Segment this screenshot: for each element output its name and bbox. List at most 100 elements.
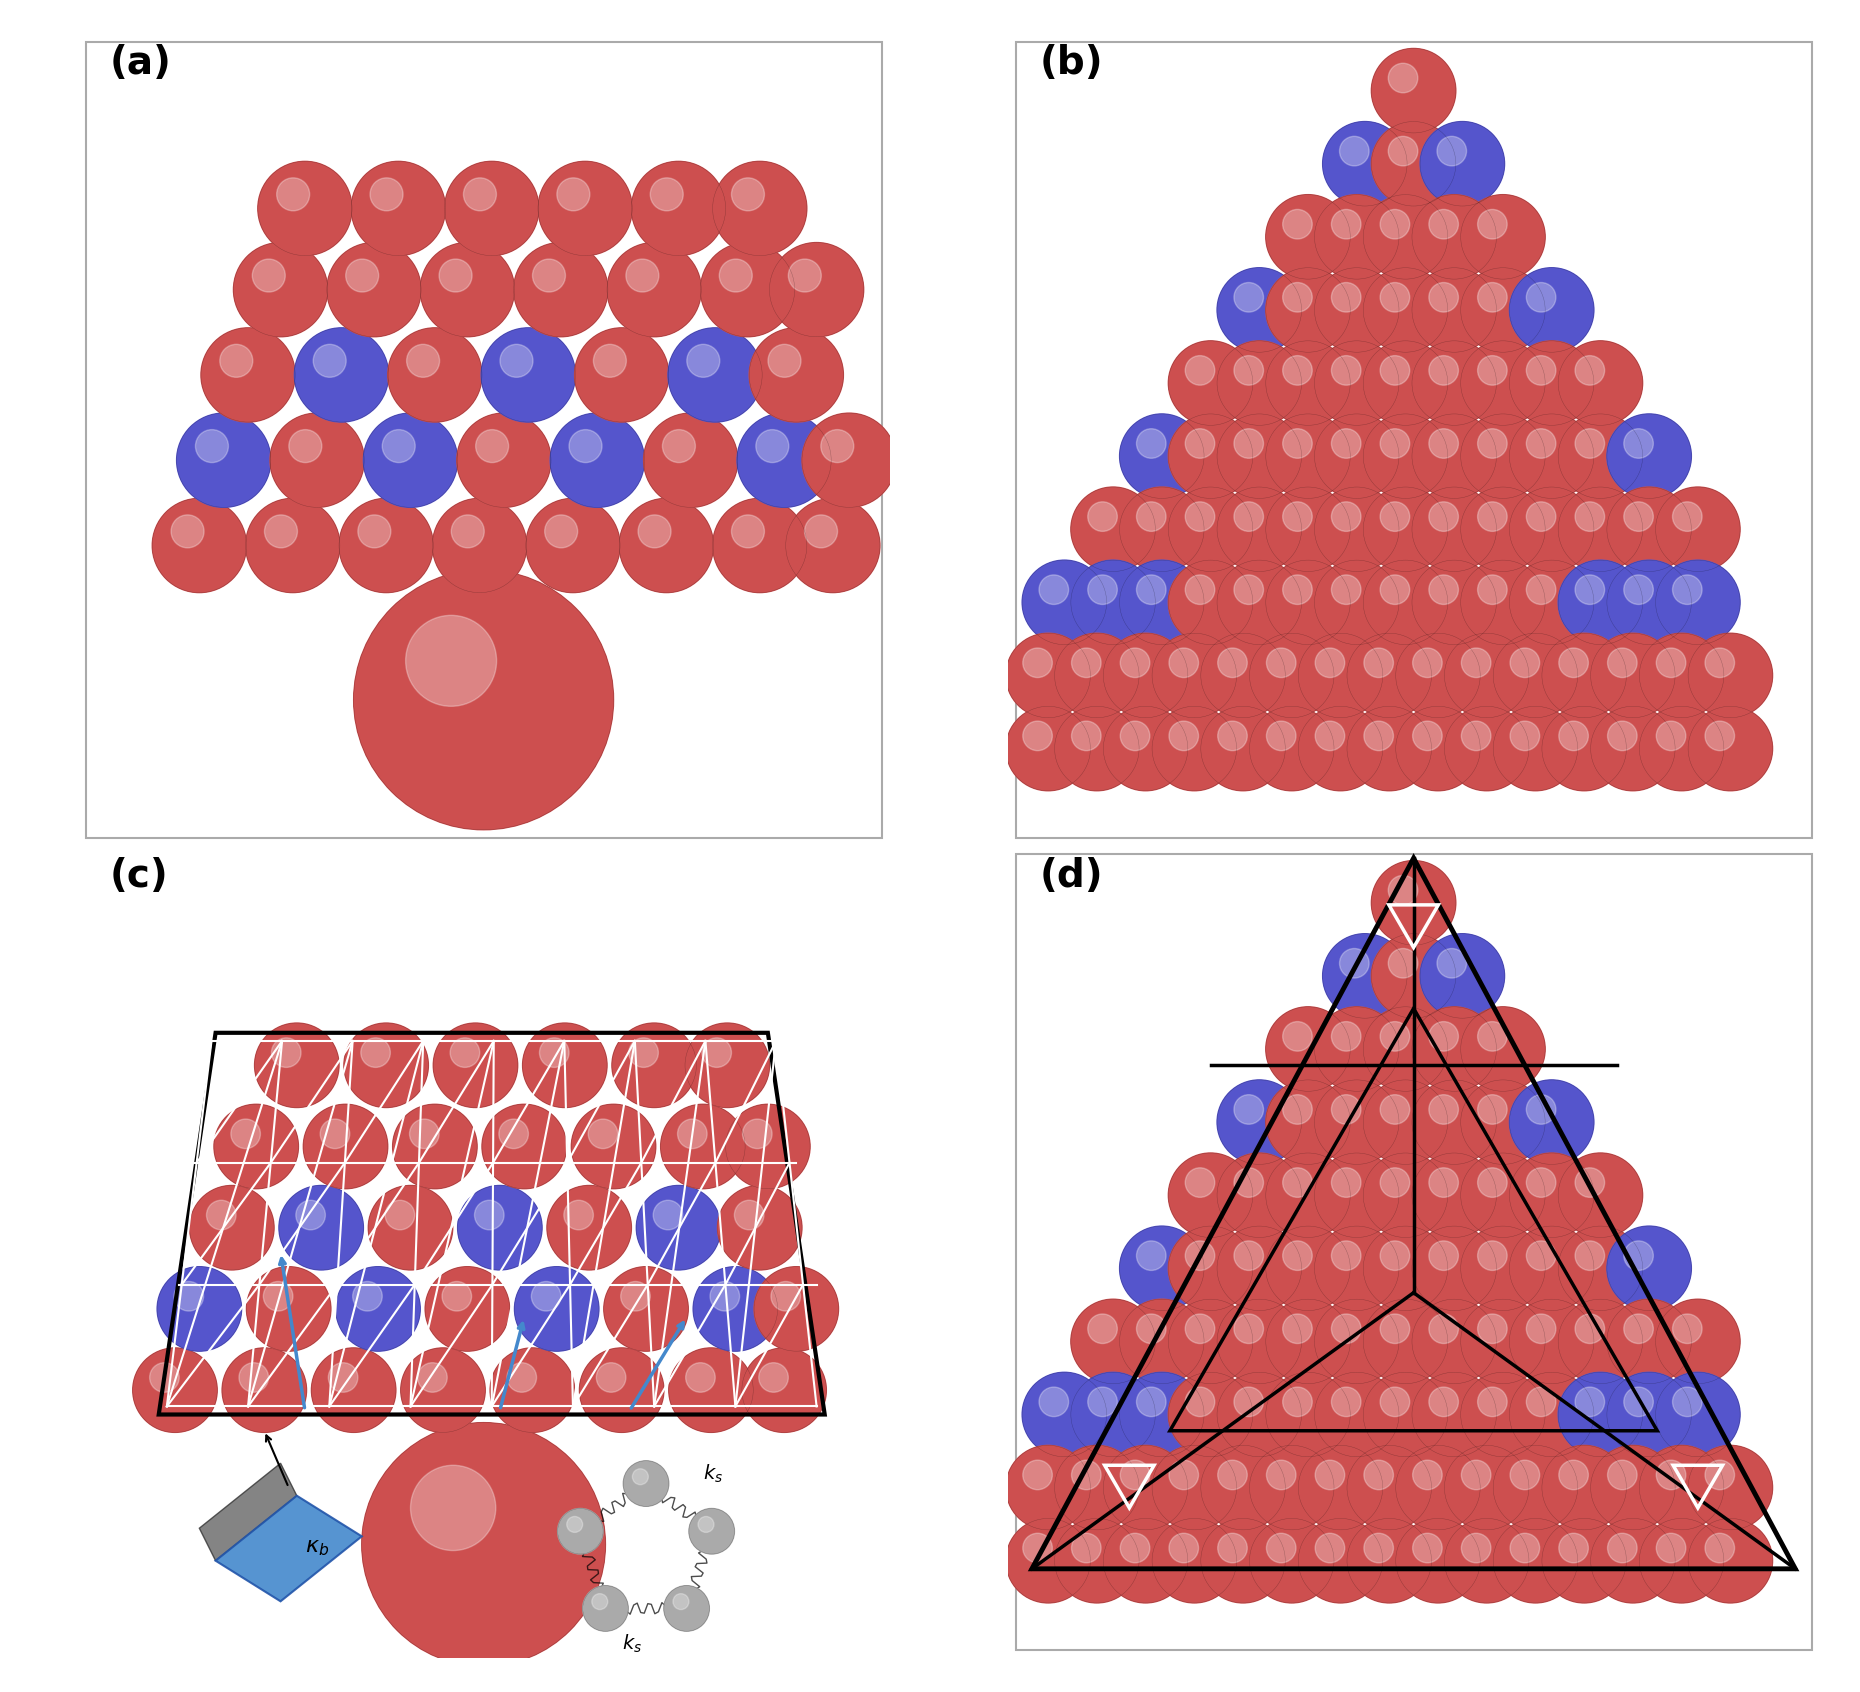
Circle shape <box>1607 1460 1637 1489</box>
Circle shape <box>711 1281 740 1311</box>
Circle shape <box>1412 648 1442 677</box>
Circle shape <box>1575 1387 1605 1416</box>
Circle shape <box>1412 1227 1497 1311</box>
Circle shape <box>1428 355 1458 386</box>
Circle shape <box>755 430 789 462</box>
Circle shape <box>538 161 632 255</box>
Circle shape <box>1168 415 1254 499</box>
Circle shape <box>1607 487 1691 572</box>
Circle shape <box>279 1186 363 1271</box>
Circle shape <box>1339 137 1369 166</box>
Circle shape <box>1216 1079 1302 1164</box>
Polygon shape <box>216 1496 363 1601</box>
Circle shape <box>1460 195 1546 279</box>
Circle shape <box>1510 1079 1594 1164</box>
Circle shape <box>582 1585 629 1631</box>
Circle shape <box>575 328 670 421</box>
Circle shape <box>1590 1518 1676 1602</box>
Circle shape <box>1639 706 1724 790</box>
Circle shape <box>432 499 526 592</box>
Circle shape <box>1151 633 1237 717</box>
Circle shape <box>1477 210 1507 239</box>
Circle shape <box>1460 1152 1546 1237</box>
Circle shape <box>1510 560 1594 645</box>
Circle shape <box>1202 1445 1285 1530</box>
Circle shape <box>1542 1518 1626 1602</box>
Circle shape <box>1185 1315 1215 1343</box>
Circle shape <box>1477 1167 1507 1198</box>
Circle shape <box>1006 1518 1090 1602</box>
Circle shape <box>1040 575 1069 604</box>
Circle shape <box>1120 415 1203 499</box>
Circle shape <box>1120 1460 1149 1489</box>
Circle shape <box>1380 1167 1410 1198</box>
Circle shape <box>1363 1299 1447 1384</box>
Circle shape <box>1168 1152 1254 1237</box>
Circle shape <box>312 345 346 377</box>
Circle shape <box>1371 934 1456 1019</box>
Circle shape <box>1412 1007 1497 1091</box>
Circle shape <box>597 1362 627 1393</box>
Circle shape <box>1216 1299 1302 1384</box>
Circle shape <box>238 1362 268 1393</box>
Circle shape <box>1216 1152 1302 1237</box>
Circle shape <box>1136 1387 1166 1416</box>
Circle shape <box>1559 1533 1588 1563</box>
Circle shape <box>631 161 725 255</box>
Circle shape <box>1460 1299 1546 1384</box>
Circle shape <box>1315 1533 1345 1563</box>
Circle shape <box>1315 487 1399 572</box>
Circle shape <box>1136 1315 1166 1343</box>
Circle shape <box>588 1118 618 1149</box>
Circle shape <box>1689 1518 1773 1602</box>
Circle shape <box>1267 648 1296 677</box>
Circle shape <box>1363 267 1447 352</box>
Circle shape <box>638 514 671 548</box>
Circle shape <box>1655 1533 1685 1563</box>
Circle shape <box>1575 355 1605 386</box>
Circle shape <box>1250 706 1334 790</box>
Circle shape <box>1168 721 1198 751</box>
Circle shape <box>1655 560 1741 645</box>
Circle shape <box>1412 1152 1497 1237</box>
Circle shape <box>1477 575 1507 604</box>
Circle shape <box>231 1118 260 1149</box>
Circle shape <box>1460 267 1546 352</box>
Circle shape <box>1233 575 1263 604</box>
Circle shape <box>619 499 714 592</box>
Circle shape <box>253 259 285 293</box>
Circle shape <box>1283 1315 1313 1343</box>
Circle shape <box>1218 1533 1248 1563</box>
Circle shape <box>1412 1079 1497 1164</box>
Circle shape <box>1559 415 1642 499</box>
Circle shape <box>1315 560 1399 645</box>
Circle shape <box>1428 575 1458 604</box>
Circle shape <box>636 1186 722 1271</box>
Circle shape <box>426 1267 510 1352</box>
Circle shape <box>346 259 379 293</box>
Circle shape <box>482 1105 567 1189</box>
Circle shape <box>288 430 322 462</box>
Circle shape <box>1023 721 1053 751</box>
Circle shape <box>363 1423 604 1667</box>
Circle shape <box>508 1362 536 1393</box>
Circle shape <box>1575 1315 1605 1343</box>
Circle shape <box>1477 1387 1507 1416</box>
Circle shape <box>1477 428 1507 459</box>
Circle shape <box>1120 1227 1203 1311</box>
Circle shape <box>539 1037 569 1068</box>
Circle shape <box>433 1024 517 1108</box>
Circle shape <box>725 1105 811 1189</box>
Circle shape <box>1559 1152 1642 1237</box>
Circle shape <box>684 1024 770 1108</box>
Circle shape <box>558 1509 603 1553</box>
Circle shape <box>1267 195 1350 279</box>
Circle shape <box>1185 428 1215 459</box>
Circle shape <box>1380 575 1410 604</box>
Circle shape <box>1120 560 1203 645</box>
Circle shape <box>1103 1518 1189 1602</box>
Circle shape <box>1559 1227 1642 1311</box>
Circle shape <box>221 1349 307 1433</box>
Circle shape <box>1218 1460 1248 1489</box>
Circle shape <box>1103 706 1189 790</box>
